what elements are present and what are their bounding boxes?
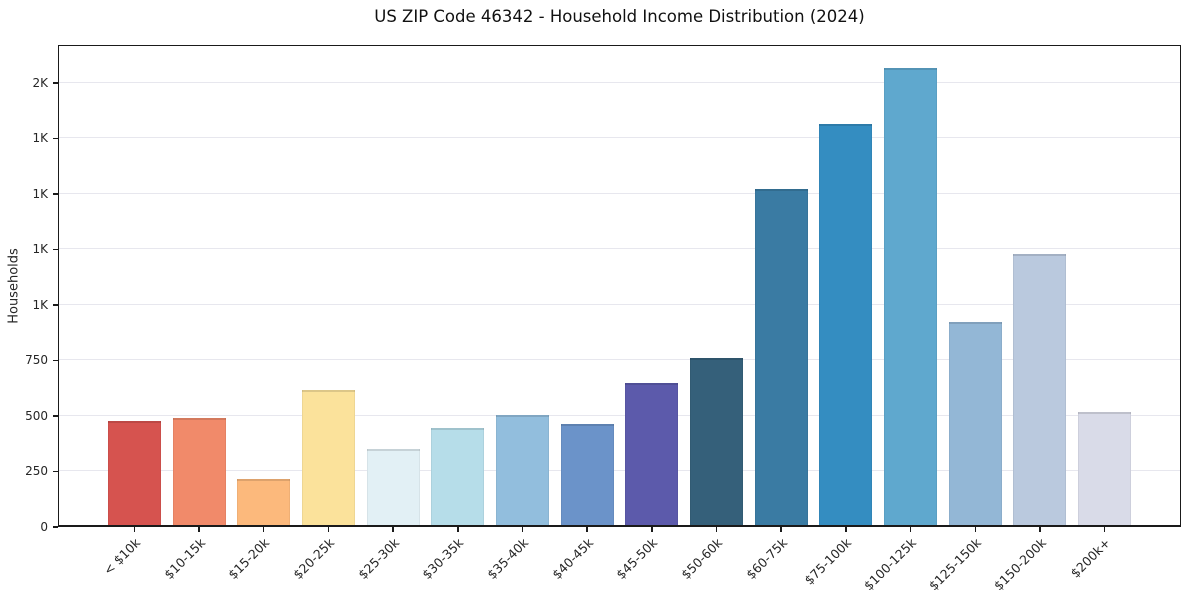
bar-200k+ [1078,412,1132,527]
bar-150-200k [1013,253,1067,527]
gridline-250 [58,470,1181,472]
x-tick-label: $35-40k [484,535,532,583]
x-tick-label: $150-200k [990,535,1049,590]
bar-10-15k [172,418,226,527]
y-tick-label: 0 [40,520,48,534]
y-tick-label: 1K [32,186,48,201]
y-tick [53,470,58,473]
x-tick [1039,527,1041,532]
y-tick-label: 1K [32,297,48,312]
y-tick [53,526,58,528]
x-tick-label: $50-60k [678,535,726,583]
y-tick-label: 250 [25,464,48,479]
y-tick [53,248,58,251]
x-tick-label: $30-35k [419,535,467,583]
x-tick [586,527,588,532]
x-tick-label: $60-75k [742,535,790,583]
x-tick [521,527,524,532]
bar-100-125k [884,68,938,527]
x-tick [392,527,394,532]
x-tick-label: $15-20k [225,535,273,583]
gridline-500 [58,414,1181,416]
gridline-2000 [58,81,1181,83]
x-tick-label: $100-125k [860,535,920,590]
x-tick [715,527,718,532]
chart-title: US ZIP Code 46342 - Household Income Dis… [374,7,865,26]
y-tick [53,193,58,195]
bar-50-60k [690,357,744,527]
gridline-1500 [58,192,1181,194]
gridline-750 [58,359,1181,361]
x-tick [974,527,977,532]
gridline-1000 [58,303,1181,305]
x-tick-label: $200k+ [1067,535,1114,581]
x-tick [327,527,330,532]
x-tick [651,527,653,532]
y-axis-label: Households [6,248,22,324]
y-tick [53,137,58,140]
x-tick [1103,527,1106,532]
bar-125-150k [948,321,1002,527]
plot-area [58,45,1181,527]
y-tick [53,82,58,84]
x-tick [909,527,912,532]
x-tick [457,527,459,532]
bar-40-45k [560,423,614,527]
y-tick-label: 750 [25,353,48,368]
bar-10k [107,420,161,527]
y-tick [53,415,58,417]
y-tick-label: 1K [32,242,48,257]
bar-35-40k [495,415,549,527]
x-tick-label: $25-30k [354,535,402,583]
x-tick [198,527,200,532]
bar-45-50k [625,382,679,527]
x-tick-label: $20-25k [289,535,338,583]
x-tick-label: $40-45k [548,535,596,583]
bar-20-25k [301,390,355,527]
x-tick [262,527,265,532]
bar-30-35k [431,427,485,527]
x-tick [133,527,136,532]
x-tick-label: < $10k [100,535,143,578]
x-tick [780,527,782,532]
bar-60-75k [754,189,808,527]
y-tick-label: 2K [32,75,48,90]
x-tick-label: $45-50k [613,535,661,583]
y-tick [53,359,58,362]
x-tick-label: $125-150k [925,535,984,590]
x-tick-label: $75-100k [801,535,855,588]
x-tick [845,527,847,532]
bar-25-30k [366,448,420,527]
y-tick-label: 500 [25,408,48,423]
x-tick-label: $10-15k [160,535,208,583]
bar-75-100k [819,123,873,527]
gridline-1250 [58,248,1181,250]
y-tick-label: 1K [32,131,48,146]
gridline-1750 [58,137,1181,139]
y-tick [53,304,58,306]
bar-15-20k [237,479,291,527]
